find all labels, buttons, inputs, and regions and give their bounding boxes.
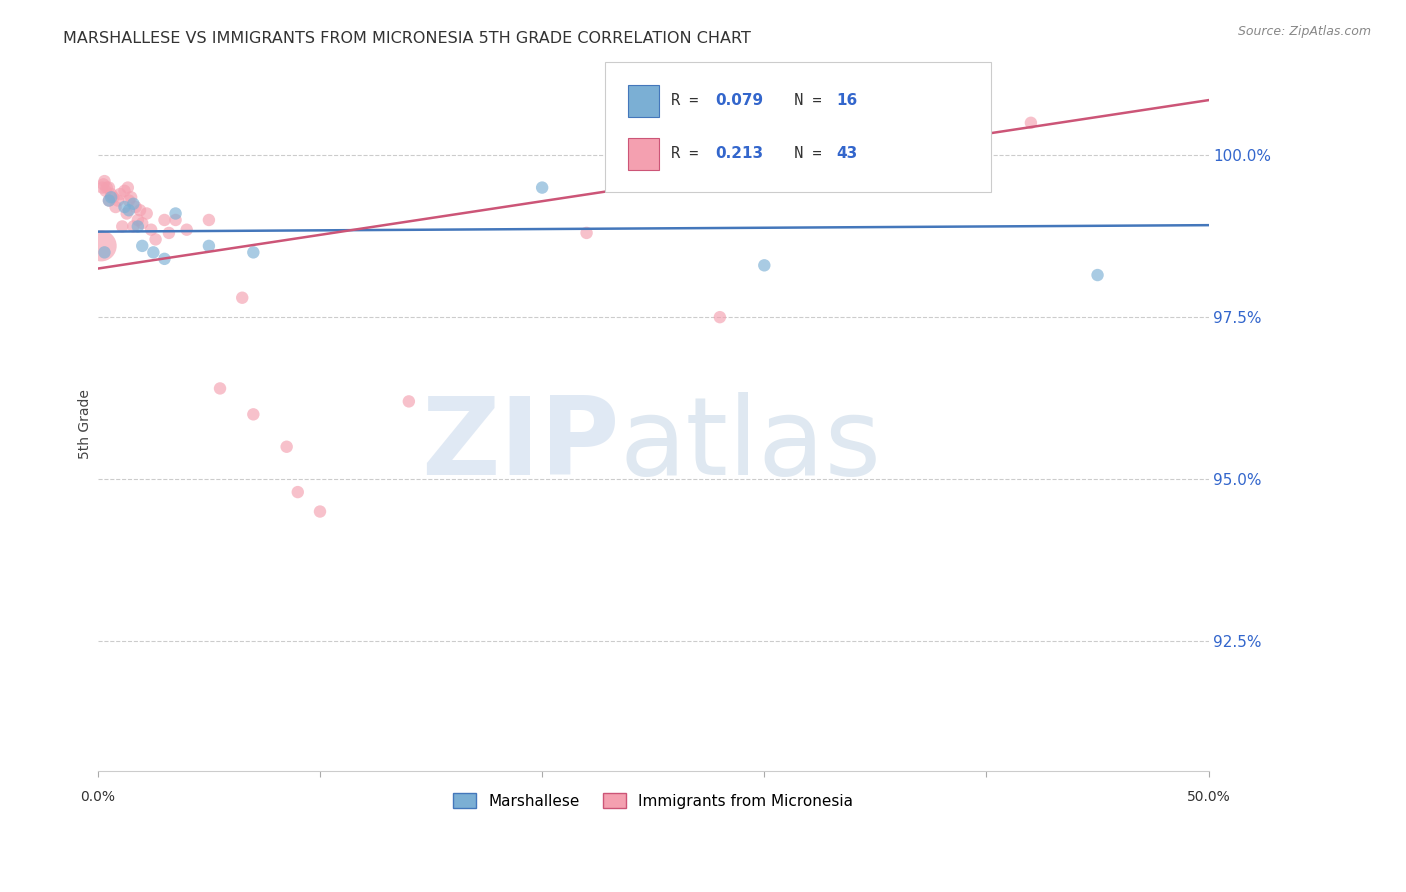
Text: R =: R = — [671, 146, 707, 161]
Point — [142, 245, 165, 260]
Point — [97, 194, 120, 208]
Y-axis label: 5th Grade: 5th Grade — [79, 389, 93, 459]
Point — [531, 180, 554, 194]
Point — [198, 213, 221, 227]
Text: atlas: atlas — [620, 392, 882, 498]
Point — [165, 206, 187, 220]
Point — [153, 213, 176, 227]
Text: N =: N = — [776, 146, 831, 161]
Text: N =: N = — [776, 93, 831, 108]
Point — [100, 190, 122, 204]
Point — [145, 232, 167, 246]
Point — [114, 200, 136, 214]
Point — [122, 219, 145, 234]
Point — [97, 194, 120, 208]
Point — [127, 219, 149, 234]
Point — [93, 174, 115, 188]
Text: 0.213: 0.213 — [716, 146, 763, 161]
Point — [117, 180, 139, 194]
Point — [242, 245, 264, 260]
Point — [97, 180, 120, 194]
Point — [129, 203, 152, 218]
Point — [122, 196, 145, 211]
Point — [157, 226, 180, 240]
Point — [198, 239, 221, 253]
Point — [242, 408, 264, 422]
Point — [176, 223, 198, 237]
Point — [754, 258, 776, 272]
Text: 50.0%: 50.0% — [1187, 790, 1230, 804]
Point — [575, 226, 598, 240]
Point — [127, 213, 149, 227]
Point — [1087, 268, 1109, 282]
Text: Source: ZipAtlas.com: Source: ZipAtlas.com — [1237, 25, 1371, 38]
Point — [114, 184, 136, 198]
Point — [90, 239, 112, 253]
Point — [104, 200, 127, 214]
Point — [153, 252, 176, 266]
Text: 43: 43 — [837, 146, 858, 161]
Point — [100, 187, 122, 202]
Text: 0.079: 0.079 — [716, 93, 763, 108]
Point — [287, 485, 309, 500]
Point — [94, 184, 117, 198]
Point — [111, 219, 134, 234]
Point — [93, 178, 115, 192]
Text: 0.0%: 0.0% — [80, 790, 115, 804]
Legend: Marshallese, Immigrants from Micronesia: Marshallese, Immigrants from Micronesia — [447, 788, 859, 815]
Point — [1019, 116, 1042, 130]
Point — [91, 180, 114, 194]
Text: R =: R = — [671, 93, 707, 108]
Point — [165, 213, 187, 227]
Point — [139, 223, 162, 237]
Point — [398, 394, 420, 409]
Point — [131, 216, 153, 230]
Point — [208, 381, 231, 395]
Point — [131, 239, 153, 253]
Point — [93, 245, 115, 260]
Point — [309, 504, 332, 518]
Text: ZIP: ZIP — [422, 392, 620, 498]
Point — [96, 180, 118, 194]
Point — [118, 194, 141, 208]
Point — [120, 190, 142, 204]
Text: MARSHALLESE VS IMMIGRANTS FROM MICRONESIA 5TH GRADE CORRELATION CHART: MARSHALLESE VS IMMIGRANTS FROM MICRONESI… — [63, 31, 751, 46]
Point — [709, 310, 731, 325]
Point — [103, 190, 125, 204]
Point — [108, 187, 131, 202]
Point — [865, 128, 887, 143]
Point — [135, 206, 157, 220]
Point — [276, 440, 298, 454]
Text: 16: 16 — [837, 93, 858, 108]
Point — [124, 200, 146, 214]
Point — [118, 203, 141, 218]
Point — [107, 194, 129, 208]
Point — [115, 206, 138, 220]
Point — [231, 291, 253, 305]
